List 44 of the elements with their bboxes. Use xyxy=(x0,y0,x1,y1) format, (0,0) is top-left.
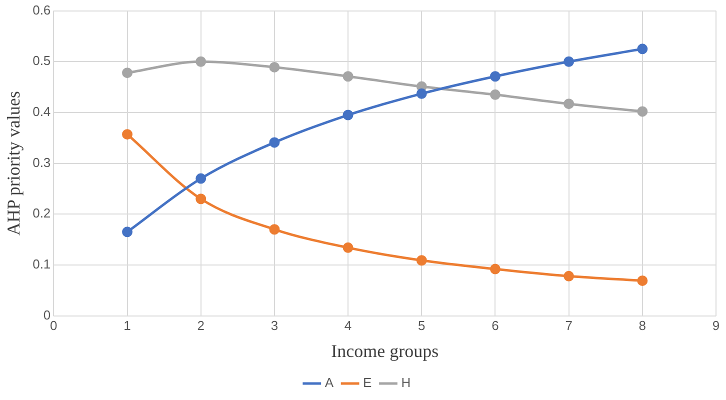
y-tick-label: 0.2 xyxy=(32,206,51,221)
point xyxy=(196,194,206,204)
x-tick-label: 9 xyxy=(712,318,720,334)
y-tick-label: 0 xyxy=(43,307,51,322)
x-tick-label: 1 xyxy=(124,318,131,334)
x-tick-label: 6 xyxy=(492,318,499,334)
y-tick-label: 0.6 xyxy=(32,2,51,18)
point xyxy=(122,68,133,78)
y-tick-label: 0.5 xyxy=(32,53,51,68)
point xyxy=(196,56,206,67)
point xyxy=(122,129,133,140)
point xyxy=(564,270,574,282)
point xyxy=(490,264,500,274)
x-tick-label: 2 xyxy=(197,318,204,334)
point xyxy=(342,71,354,82)
point xyxy=(342,242,354,253)
point xyxy=(269,62,280,72)
x-axis-title: Income groups xyxy=(331,340,439,361)
point xyxy=(342,110,354,120)
y-tick-label: 0.1 xyxy=(32,256,51,272)
point xyxy=(490,71,500,82)
point xyxy=(122,226,133,238)
point xyxy=(269,137,280,148)
x-tick-label: 5 xyxy=(418,318,426,334)
point xyxy=(269,224,280,235)
legend-label: E xyxy=(363,375,372,390)
point xyxy=(564,56,574,67)
point xyxy=(490,89,500,100)
x-tick-label: 8 xyxy=(638,318,646,334)
point xyxy=(416,88,427,99)
point xyxy=(196,173,206,184)
x-tick-label: 4 xyxy=(344,318,352,334)
y-axis-title: AHP priority values xyxy=(4,91,24,236)
x-tick-label: 7 xyxy=(565,318,572,334)
point xyxy=(416,255,427,266)
y-tick-label: 0.3 xyxy=(32,154,51,170)
x-tick-label: 3 xyxy=(270,318,278,334)
legend-label: H xyxy=(401,375,411,390)
y-tick-label: 0.4 xyxy=(32,104,51,120)
point xyxy=(637,106,648,117)
point xyxy=(637,275,648,286)
point xyxy=(637,44,648,54)
legend-label: A xyxy=(324,375,334,390)
point xyxy=(564,98,574,110)
